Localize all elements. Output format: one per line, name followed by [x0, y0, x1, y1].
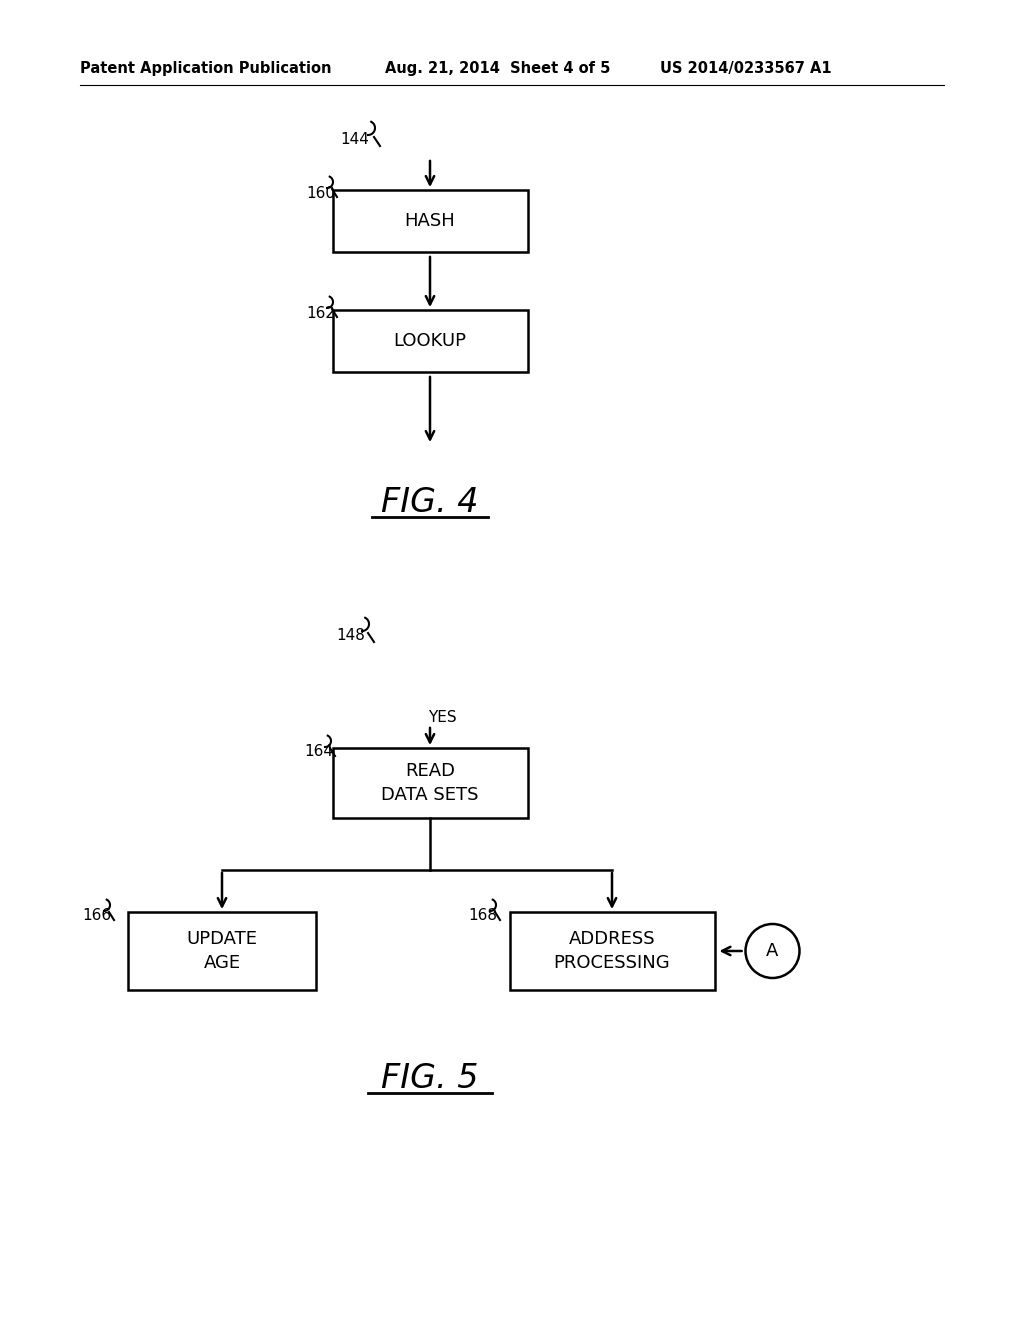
- Bar: [333, 748, 527, 818]
- Text: 160: 160: [306, 186, 335, 201]
- Text: UPDATE
AGE: UPDATE AGE: [186, 929, 257, 973]
- Text: A: A: [766, 942, 778, 960]
- Bar: [333, 190, 527, 252]
- Text: ADDRESS
PROCESSING: ADDRESS PROCESSING: [554, 929, 671, 973]
- Text: 164: 164: [304, 744, 333, 759]
- Bar: [128, 912, 316, 990]
- Text: 166: 166: [82, 908, 112, 924]
- Text: 148: 148: [336, 628, 365, 644]
- Text: 162: 162: [306, 305, 335, 321]
- Text: Aug. 21, 2014  Sheet 4 of 5: Aug. 21, 2014 Sheet 4 of 5: [385, 61, 610, 75]
- Text: 168: 168: [468, 908, 497, 924]
- Text: FIG. 4: FIG. 4: [381, 486, 479, 519]
- Text: READ
DATA SETS: READ DATA SETS: [381, 762, 479, 804]
- Text: LOOKUP: LOOKUP: [393, 333, 467, 350]
- Text: 144: 144: [340, 132, 369, 148]
- Bar: [333, 310, 527, 372]
- Text: FIG. 5: FIG. 5: [381, 1061, 479, 1094]
- Text: US 2014/0233567 A1: US 2014/0233567 A1: [660, 61, 831, 75]
- Text: YES: YES: [428, 710, 457, 726]
- Text: Patent Application Publication: Patent Application Publication: [80, 61, 332, 75]
- Bar: [510, 912, 715, 990]
- Text: HASH: HASH: [404, 213, 456, 230]
